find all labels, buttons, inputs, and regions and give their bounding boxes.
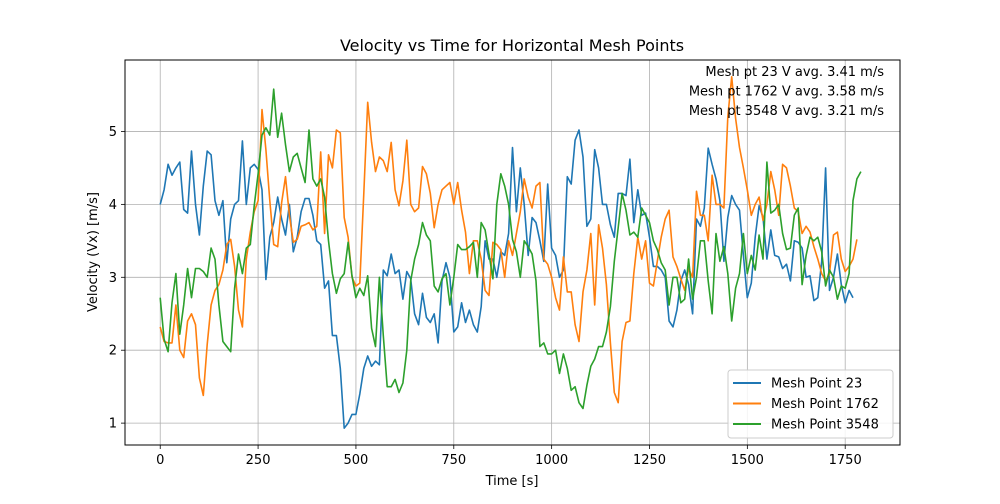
legend-box xyxy=(727,369,894,439)
x-tick-label: 1500 xyxy=(731,453,764,468)
average-annotation: Mesh pt 23 V avg. 3.41 m/s xyxy=(705,65,884,80)
x-axis-label: Time [s] xyxy=(485,474,539,489)
series-lines xyxy=(159,76,862,430)
y-tick-label: 5 xyxy=(109,125,117,140)
average-annotation: Mesh pt 3548 V avg. 3.21 m/s xyxy=(689,104,884,119)
y-axis-label: Velocity (Vx) [m/s] xyxy=(86,192,101,312)
average-annotation: Mesh pt 1762 V avg. 3.58 m/s xyxy=(689,85,884,100)
legend-label: Mesh Point 3548 xyxy=(771,418,879,433)
axis-ticks: 0 250 500 750 1000 1250 1500 1750 1 2 3 4 5 xyxy=(109,125,862,468)
x-tick-label: 0 xyxy=(156,453,164,468)
y-tick-label: 2 xyxy=(109,344,117,359)
chart-title: Velocity vs Time for Horizontal Mesh Poi… xyxy=(340,36,684,55)
x-tick-label: 250 xyxy=(246,453,271,468)
legend-label: Mesh Point 1762 xyxy=(771,397,879,412)
x-tick-label: 500 xyxy=(344,453,369,468)
series-line-2 xyxy=(159,76,858,404)
y-tick-label: 4 xyxy=(109,198,117,213)
x-tick-label: 1250 xyxy=(633,453,666,468)
x-tick-label: 1750 xyxy=(829,453,862,468)
y-tick-label: 1 xyxy=(109,417,117,432)
grid xyxy=(125,60,900,445)
legend: Mesh Point 23 Mesh Point 1762 Mesh Point 3… xyxy=(727,369,894,439)
plot-frame xyxy=(124,59,901,446)
series-line-1 xyxy=(159,129,854,430)
x-tick-label: 750 xyxy=(441,453,466,468)
average-annotations: Mesh pt 23 V avg. 3.41 m/s Mesh pt 1762 V… xyxy=(689,65,884,119)
legend-label: Mesh Point 23 xyxy=(771,377,862,392)
x-tick-label: 1000 xyxy=(535,453,568,468)
y-tick-label: 3 xyxy=(109,271,117,286)
series-line-3 xyxy=(159,88,862,410)
